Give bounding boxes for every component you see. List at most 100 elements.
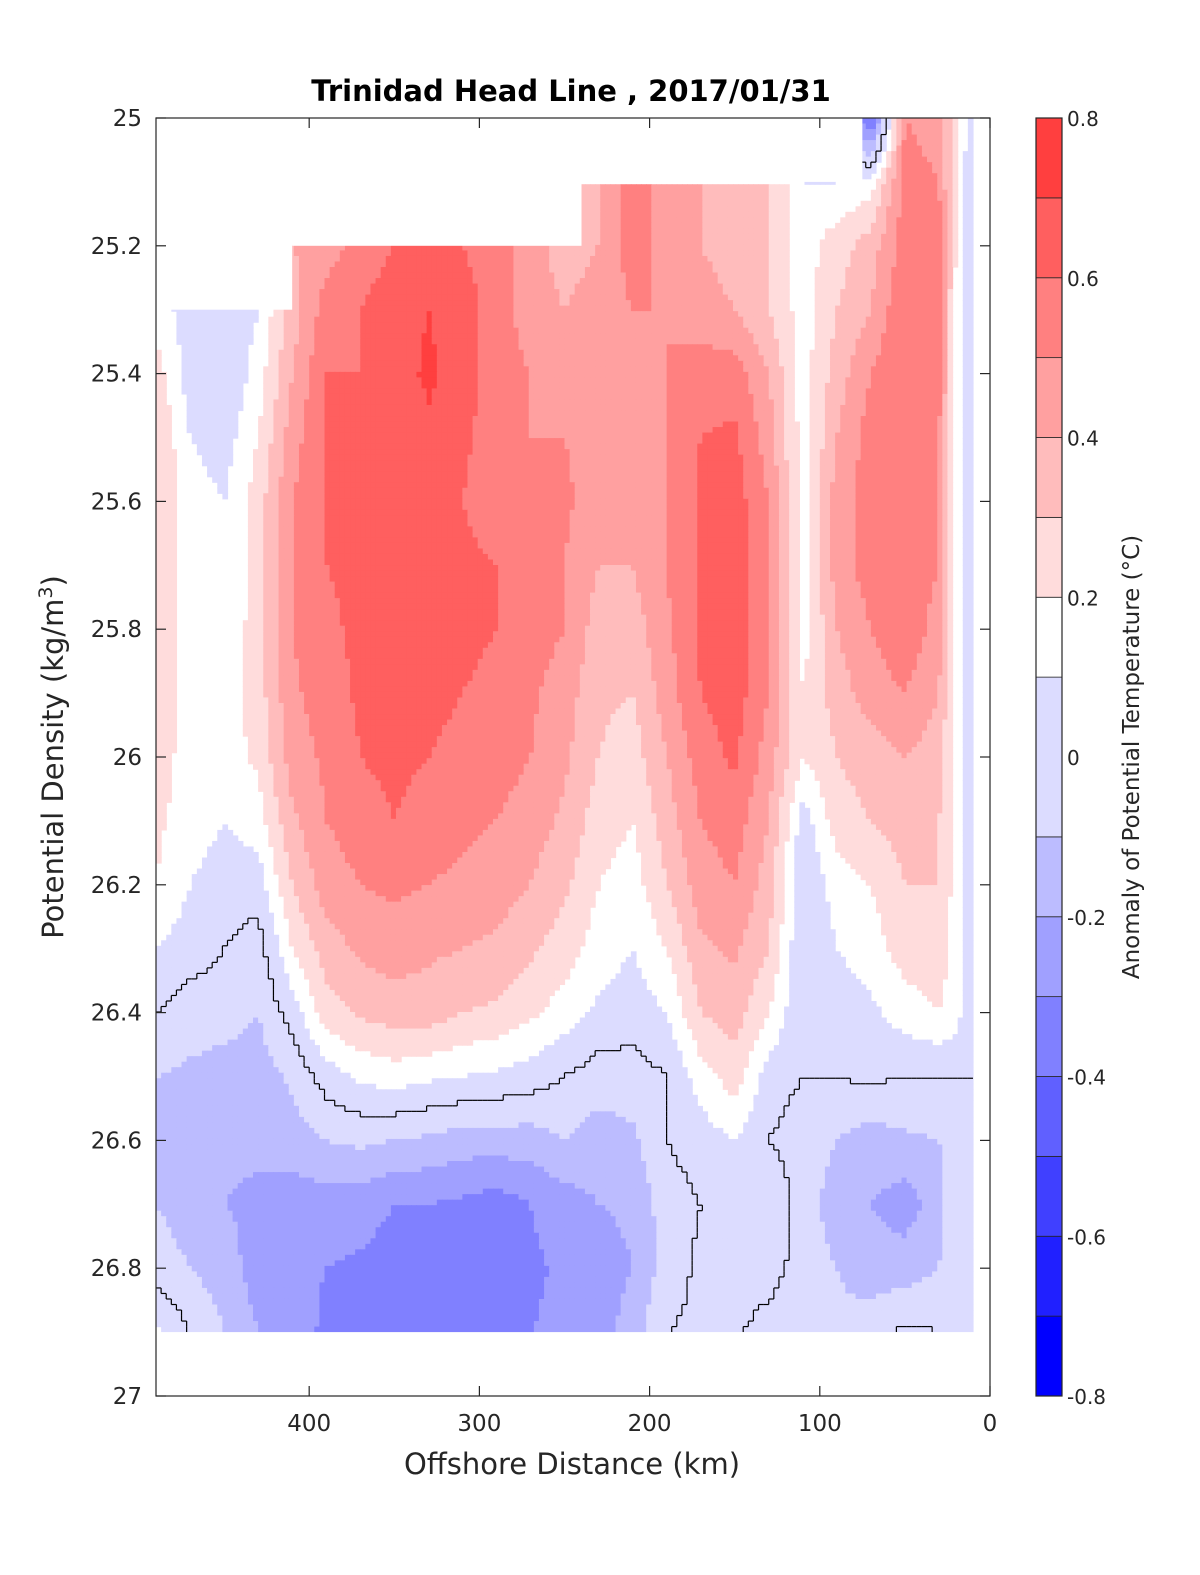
- contour-cell: [605, 283, 612, 290]
- contour-cell: [344, 344, 351, 351]
- contour-cell: [579, 222, 586, 229]
- contour-cell: [242, 311, 249, 318]
- contour-cell: [881, 200, 887, 207]
- contour-cell: [671, 289, 678, 296]
- contour-cell: [227, 322, 234, 329]
- contour-cell: [789, 338, 795, 345]
- contour-cell: [707, 283, 714, 290]
- contour-cell: [549, 338, 555, 345]
- contour-cell: [875, 123, 882, 130]
- contour-cell: [344, 349, 351, 356]
- contour-cell: [835, 255, 841, 263]
- contour-cell: [528, 322, 535, 329]
- contour-cell: [390, 278, 397, 285]
- contour-cell: [344, 267, 351, 274]
- contour-cell: [865, 305, 872, 312]
- contour-cell: [569, 355, 576, 362]
- contour-cell: [191, 349, 198, 356]
- contour-cell: [937, 338, 943, 345]
- contour-cell: [865, 338, 872, 345]
- contour-cell: [528, 294, 535, 301]
- contour-cell: [610, 233, 617, 241]
- contour-cell: [365, 327, 372, 334]
- contour-cell: [743, 283, 749, 290]
- contour-cell: [477, 333, 484, 340]
- contour-cell: [942, 267, 949, 274]
- contour-cell: [722, 300, 729, 307]
- contour-cell: [457, 278, 463, 285]
- contour-cell: [763, 244, 770, 252]
- contour-cell: [482, 250, 489, 257]
- contour-cell: [748, 267, 755, 274]
- contour-cell: [523, 305, 530, 312]
- contour-cell: [477, 283, 484, 290]
- contour-cell: [554, 261, 560, 268]
- contour-cell: [916, 327, 923, 334]
- contour-cell: [860, 322, 867, 329]
- contour-cell: [625, 355, 632, 362]
- contour-cell: [487, 272, 494, 279]
- contour-cell: [237, 311, 244, 318]
- contour-cell: [962, 349, 969, 356]
- contour-cell: [671, 305, 678, 312]
- contour-cell: [921, 360, 928, 367]
- contour-cell: [932, 184, 938, 191]
- contour-cell: [242, 366, 249, 373]
- contour-cell: [697, 360, 703, 367]
- contour-cell: [436, 327, 443, 334]
- contour-cell: [487, 255, 494, 263]
- contour-cell: [901, 272, 908, 279]
- contour-cell: [763, 195, 770, 202]
- contour-cell: [850, 228, 857, 235]
- contour-cell: [901, 184, 908, 191]
- contour-cell: [380, 305, 387, 312]
- contour-cell: [319, 327, 326, 334]
- contour-cell: [707, 355, 714, 362]
- contour-cell: [656, 322, 663, 329]
- contour-cell: [886, 333, 892, 340]
- contour-cell: [753, 289, 760, 296]
- contour-cell: [278, 349, 285, 356]
- contour-cell: [901, 349, 908, 356]
- contour-cell: [875, 311, 882, 318]
- contour-cell: [962, 239, 969, 246]
- contour-cell: [732, 283, 739, 290]
- contour-cell: [901, 289, 908, 296]
- contour-cell: [288, 311, 295, 318]
- contour-cell: [298, 289, 305, 296]
- contour-cell: [697, 211, 703, 218]
- contour-cell: [687, 289, 693, 296]
- contour-cell: [768, 206, 775, 213]
- contour-cell: [641, 222, 647, 229]
- contour-cell: [681, 333, 688, 340]
- contour-cell: [477, 366, 484, 373]
- contour-cell: [942, 140, 949, 147]
- contour-cell: [380, 278, 387, 285]
- contour-cell: [927, 327, 933, 334]
- contour-cell: [835, 333, 841, 340]
- contour-cell: [559, 327, 566, 334]
- contour-cell: [727, 294, 734, 301]
- contour-cell: [207, 360, 213, 367]
- contour-cell: [498, 366, 504, 373]
- contour-cell: [850, 327, 857, 334]
- contour-cell: [681, 228, 688, 235]
- contour-cell: [916, 250, 923, 257]
- contour-cell: [927, 217, 933, 224]
- contour-cell: [554, 366, 560, 373]
- contour-cell: [676, 222, 683, 229]
- contour-cell: [370, 244, 377, 252]
- contour-cell: [406, 294, 412, 301]
- contour-cell: [763, 289, 770, 296]
- contour-cell: [559, 360, 566, 367]
- contour-cell: [784, 267, 790, 274]
- contour-cell: [727, 211, 734, 218]
- contour-cell: [600, 305, 606, 312]
- contour-cell: [937, 316, 943, 323]
- contour-cell: [947, 151, 954, 158]
- contour-cell: [309, 250, 315, 257]
- contour-cell: [564, 305, 571, 312]
- contour-cell: [881, 344, 887, 351]
- contour-cell: [426, 338, 433, 345]
- contour-cell: [702, 349, 709, 356]
